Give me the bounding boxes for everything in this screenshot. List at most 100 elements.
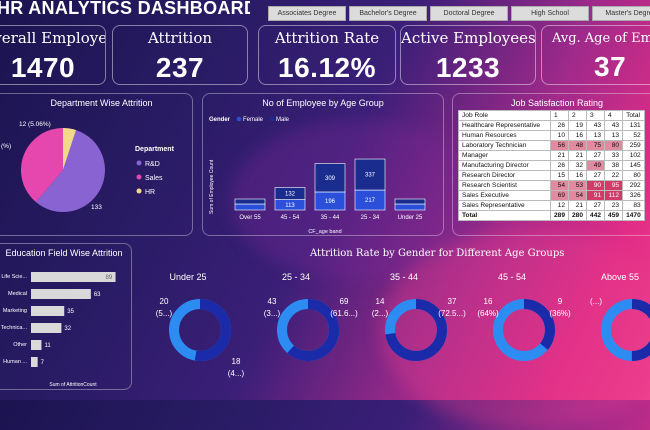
department-pie-chart: 12 (5.06%) (%) 133 Department R&D Sales … — [1, 121, 175, 212]
bar-male[interactable] — [234, 198, 266, 205]
slicer-masters[interactable]: Master's Degree — [592, 6, 650, 21]
edu-bar[interactable] — [31, 340, 42, 350]
bar-male[interactable] — [274, 187, 306, 200]
donut-male[interactable] — [601, 299, 650, 361]
table-cell: 13 — [604, 130, 624, 141]
job-satisfaction-table: Job Role 1 2 3 4 Total Healthcare Representati… — [458, 110, 645, 221]
table-cell: 27 — [586, 170, 606, 181]
edu-bar-value: 89 — [106, 275, 113, 281]
table-header-cell[interactable]: 2 — [568, 110, 588, 121]
donut-male[interactable] — [277, 299, 339, 361]
donut-label-a-pct: (2...) — [372, 309, 389, 318]
edu-bar[interactable] — [31, 272, 116, 282]
table-cell: 75 — [586, 140, 606, 151]
table-cell: Manufacturing Director — [458, 160, 551, 171]
edu-bar[interactable] — [31, 289, 91, 299]
donut-label-a: 43 — [268, 297, 277, 306]
bar-male[interactable] — [394, 198, 426, 205]
bar-label-male: 132 — [285, 192, 296, 198]
table-row: Human Resources 10 16 13 13 52 — [458, 130, 645, 141]
bar-label-male: 309 — [325, 176, 336, 182]
legend-sales: Sales — [145, 175, 163, 182]
legend-female-dot — [236, 116, 242, 122]
table-cell: 32 — [568, 160, 588, 171]
edu-category-label: Life Scie... — [1, 274, 27, 280]
table-header-cell[interactable]: 4 — [604, 110, 624, 121]
kpi-value: 237 — [155, 52, 205, 83]
table-header-cell[interactable]: Job Role — [458, 110, 551, 121]
legend-title: Department — [135, 146, 175, 153]
donut-label-a: 20 — [160, 297, 169, 306]
edu-bar-value: 32 — [64, 326, 71, 332]
legend-male-dot — [269, 116, 275, 122]
table-cell: 1470 — [622, 210, 645, 221]
table-cell: 23 — [604, 200, 624, 211]
table-cell: 112 — [604, 190, 624, 201]
table-cell: Manager — [458, 150, 551, 161]
table-cell: Laboratory Technician — [458, 140, 551, 151]
bar-label-male: 337 — [365, 173, 376, 179]
table-cell: 131 — [622, 120, 645, 131]
pie-slice-rd[interactable] — [35, 130, 105, 212]
bar-label-female: 217 — [365, 198, 376, 204]
table-header-cell[interactable]: Total — [622, 110, 645, 121]
donut-male[interactable] — [385, 299, 447, 361]
table-cell: 27 — [586, 200, 606, 211]
table-row: Manager 21 21 27 33 102 — [458, 150, 645, 161]
pie-slice-sales[interactable] — [20, 128, 63, 203]
education-slicer: Associates Degree Bachelor's Degree Doct… — [268, 6, 650, 21]
table-cell: 13 — [586, 130, 606, 141]
donut-male[interactable] — [169, 299, 231, 361]
table-cell: 26 — [549, 160, 570, 171]
department-attrition-panel: Department Wise Attrition 12 (5.06%) (%)… — [0, 93, 193, 236]
edu-bar-value: 7 — [41, 360, 45, 366]
slicer-associates[interactable]: Associates Degree — [268, 6, 346, 21]
table-cell: 80 — [604, 140, 624, 151]
legend-title: Gender — [209, 117, 231, 123]
edu-bar[interactable] — [31, 323, 62, 333]
slicer-doctoral[interactable]: Doctoral Degree — [430, 6, 508, 21]
pie-slice-hr[interactable] — [63, 128, 77, 170]
bar-female[interactable] — [234, 203, 266, 211]
donut-title: 45 - 54 — [498, 272, 526, 282]
table-cell: Research Scientist — [458, 180, 551, 191]
kpi-value: 16.12% — [278, 52, 376, 83]
kpi-label: Attrition — [147, 29, 213, 47]
table-header-cell[interactable]: 1 — [549, 110, 570, 121]
edu-category-label: Marketing — [3, 308, 27, 314]
slicer-high-school[interactable]: High School — [511, 6, 589, 21]
table-cell: 80 — [622, 170, 645, 181]
donut-male[interactable] — [493, 299, 555, 361]
table-cell: 21 — [549, 150, 570, 161]
table-cell: 16 — [568, 130, 588, 141]
table-cell: 49 — [586, 160, 606, 171]
legend-sales-dot — [136, 174, 142, 180]
donut-title: Under 25 — [169, 272, 206, 282]
bar-male[interactable] — [314, 163, 346, 193]
panel-title: Department Wise Attrition — [50, 98, 153, 108]
donut-label-a: 16 — [484, 297, 493, 306]
donut-label-b-pct: (4...) — [228, 369, 245, 378]
table-row: Laboratory Technician 56 48 75 80 259 — [458, 140, 645, 151]
slicer-bachelors[interactable]: Bachelor's Degree — [349, 6, 427, 21]
gender-section-title: Attrition Rate by Gender for Different A… — [310, 248, 565, 259]
edu-bar[interactable] — [31, 306, 65, 316]
panel-title: Job Satisfaction Rating — [510, 98, 604, 108]
table-cell: 54 — [549, 180, 570, 191]
donut-label-b-pct: (61.6...) — [330, 309, 358, 318]
table-cell: 53 — [568, 180, 588, 191]
age-group-panel: No of Employee by Age Group Gender Femal… — [202, 93, 444, 236]
table-cell: Research Director — [458, 170, 551, 181]
donut-label-b-pct: (36%) — [549, 309, 571, 318]
job-satisfaction-panel: Job Satisfaction Rating Job Role 1 2 3 4 Tota… — [452, 93, 650, 236]
donut-label-b: 69 — [340, 297, 349, 306]
table-header-cell[interactable]: 3 — [586, 110, 606, 121]
table-cell: Total — [458, 210, 551, 221]
edu-bar[interactable] — [31, 357, 38, 367]
bar-female[interactable] — [394, 203, 426, 211]
table-cell: 54 — [568, 190, 588, 201]
donut-label-a-pct: (5...) — [156, 309, 173, 318]
bar-male[interactable] — [354, 158, 386, 191]
kpi-overall-employees: Overall Employees 1470 — [0, 25, 106, 85]
edu-bar-value: 11 — [44, 343, 51, 349]
